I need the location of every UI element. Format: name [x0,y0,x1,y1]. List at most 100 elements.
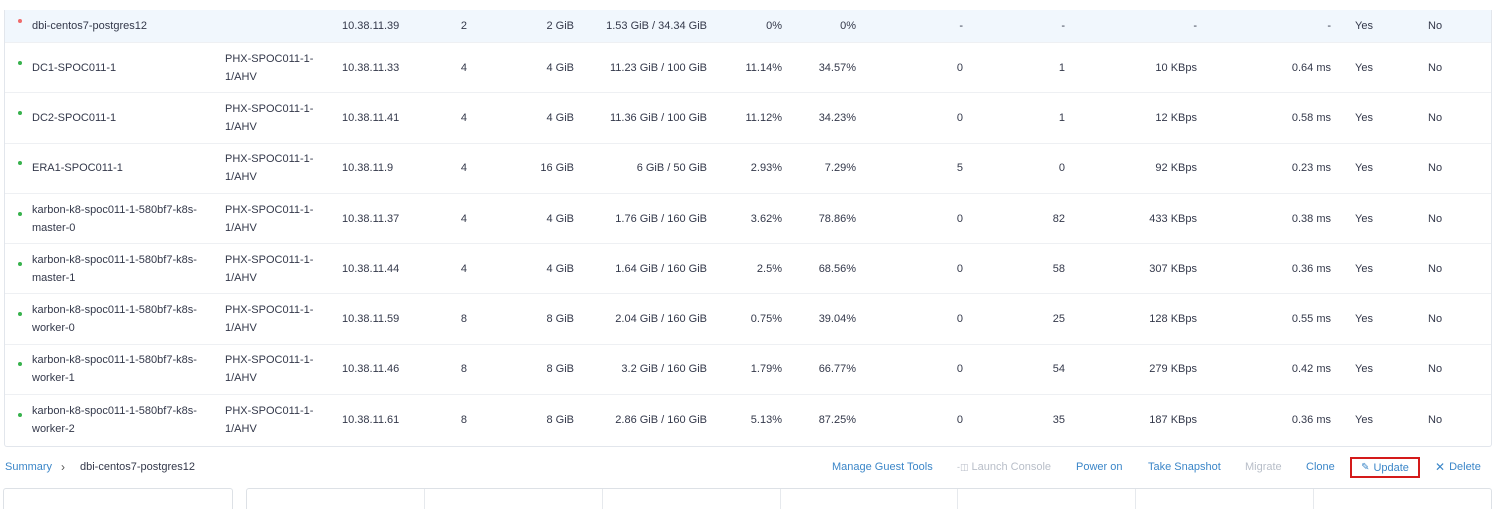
vm-host: PHX-SPOC011-1-1/AHV [225,203,314,234]
vm-ha-protected: No [1428,162,1443,175]
manage-guest-tools-button[interactable]: Manage Guest Tools [832,461,933,473]
vm-name[interactable]: karbon-k8-spoc011-1-580bf7-k8s-master-1 [32,253,197,284]
launch-console-label: Launch Console [971,461,1052,473]
vm-io-bandwidth: 279 KBps [1149,363,1197,376]
table-row[interactable]: karbon-k8-spoc011-1-580bf7-k8s-master-0 P… [5,194,1491,245]
tab-6[interactable] [1136,489,1315,509]
vm-cores: 4 [460,212,467,225]
breadcrumb-summary-link[interactable]: Summary [5,461,53,473]
vm-name[interactable]: ERA1-SPOC011-1 [32,162,123,175]
vm-controller-iops: 0 [956,111,963,124]
vm-ha-protected: No [1428,212,1443,225]
vm-flash-mode: Yes [1355,212,1373,225]
vm-memory: 16 GiB [540,162,574,175]
power-on-status-icon [18,413,22,418]
vm-cpu-usage: 1.79% [750,363,782,376]
vm-controller-iops: 0 [956,212,963,225]
take-snapshot-button[interactable]: Take Snapshot [1148,461,1221,473]
vm-storage: 1.53 GiB / 34.34 GiB [606,20,707,32]
vm-io-read: 25 [1052,313,1065,326]
vm-name[interactable]: DC2-SPOC011-1 [32,111,117,124]
table-row[interactable]: ERA1-SPOC011-1 PHX-SPOC011-1-1/AHV 10.38.1… [5,144,1491,194]
vm-ha-protected: No [1428,61,1443,74]
table-row[interactable]: karbon-k8-spoc011-1-580bf7-k8s-worker-2 P… [5,395,1491,445]
vm-memory-usage: 39.04% [818,313,856,326]
delete-button[interactable]: ✕ Delete [1435,453,1481,481]
table-row[interactable]: DC1-SPOC011-1 PHX-SPOC011-1-1/AHV 10.38.11… [5,43,1491,94]
vm-ip-address: 10.38.11.59 [342,313,400,326]
table-row[interactable]: dbi-centos7-postgres12 10.38.11.39 2 2 GiB 1… [5,10,1491,43]
vm-ip-address: 10.38.11.9 [342,162,394,175]
vm-name[interactable]: karbon-k8-spoc011-1-580bf7-k8s-worker-0 [32,304,197,335]
vm-flash-mode: Yes [1355,111,1373,124]
vm-ha-protected: No [1428,20,1443,32]
vm-host: PHX-SPOC011-1-1/AHV [225,253,314,284]
vm-flash-mode: Yes [1355,313,1373,326]
vm-controller-iops: 0 [956,61,963,74]
vm-name[interactable]: karbon-k8-spoc011-1-580bf7-k8s-worker-2 [32,405,197,436]
vm-ip-address: 10.38.11.37 [342,212,400,225]
vm-ha-protected: No [1428,262,1443,275]
vm-io-read: - [1061,20,1065,32]
power-on-status-icon [18,312,22,317]
tab-2[interactable] [425,489,603,509]
tab-1[interactable] [247,489,425,509]
vm-flash-mode: Yes [1355,363,1373,376]
vm-controller-iops: 0 [956,414,963,427]
vm-host [225,10,325,42]
tab-7[interactable] [1314,489,1491,509]
power-on-button[interactable]: Power on [1076,461,1123,473]
vm-io-read: 54 [1052,363,1065,376]
vm-ip-address: 10.38.11.46 [342,363,400,376]
vm-name[interactable]: DC1-SPOC011-1 [32,61,117,74]
vm-flash-mode: Yes [1355,61,1373,74]
vm-table-body: dbi-centos7-postgres12 10.38.11.39 2 2 GiB 1… [5,10,1491,445]
vm-host: PHX-SPOC011-1-1/AHV [225,102,314,133]
table-row[interactable]: karbon-k8-spoc011-1-580bf7-k8s-worker-0 P… [5,294,1491,345]
vm-storage: 3.2 GiB / 160 GiB [621,363,707,376]
vm-memory: 8 GiB [546,363,574,376]
vm-io-bandwidth: 10 KBps [1155,61,1197,74]
vm-cores: 4 [460,111,467,124]
vm-io-bandwidth: 187 KBps [1149,414,1197,427]
table-row[interactable]: karbon-k8-spoc011-1-580bf7-k8s-master-1 P… [5,244,1491,295]
vm-name[interactable]: karbon-k8-spoc011-1-580bf7-k8s-worker-1 [32,354,197,385]
vm-cpu-usage: 5.13% [750,414,782,427]
tab-4[interactable] [781,489,959,509]
vm-controller-iops: 5 [956,162,963,175]
vm-io-bandwidth: - [1193,20,1197,32]
vm-ip-address: 10.38.11.44 [342,262,400,275]
vm-memory-usage: 7.29% [824,162,856,175]
breadcrumb-separator-icon: › [61,460,65,474]
vm-storage: 11.23 GiB / 100 GiB [609,61,707,74]
vm-io-latency: 0.58 ms [1291,111,1331,124]
update-button[interactable]: ✎ Update [1350,457,1420,478]
vm-name[interactable]: dbi-centos7-postgres12 [32,20,147,32]
breadcrumb-current-vm: dbi-centos7-postgres12 [80,461,195,473]
vm-host: PHX-SPOC011-1-1/AHV [225,304,314,335]
vm-ha-protected: No [1428,363,1443,376]
vm-ip-address: 10.38.11.41 [342,111,400,124]
vm-cpu-usage: 2.5% [756,262,782,275]
launch-console-button[interactable]: -◫ Launch Console [957,453,1051,481]
vm-name[interactable]: karbon-k8-spoc011-1-580bf7-k8s-master-0 [32,203,197,234]
close-icon: ✕ [1435,460,1446,474]
table-row[interactable]: DC2-SPOC011-1 PHX-SPOC011-1-1/AHV 10.38.11… [5,93,1491,144]
vm-flash-mode: Yes [1355,20,1373,32]
vm-memory-usage: 78.86% [818,212,856,225]
vm-flash-mode: Yes [1355,262,1373,275]
vm-memory-usage: 87.25% [818,414,856,427]
table-row[interactable]: karbon-k8-spoc011-1-580bf7-k8s-worker-1 P… [5,345,1491,396]
vm-io-latency: 0.64 ms [1291,61,1331,74]
vm-memory: 8 GiB [546,313,574,326]
vm-ha-protected: No [1428,414,1443,427]
clone-button[interactable]: Clone [1306,461,1335,473]
vm-io-read: 1 [1058,61,1065,74]
vm-storage: 6 GiB / 50 GiB [636,162,707,175]
vm-memory-usage: 34.23% [818,111,856,124]
tab-3[interactable] [603,489,781,509]
vm-io-latency: 0.36 ms [1291,414,1331,427]
migrate-button[interactable]: Migrate [1245,461,1282,473]
tab-5[interactable] [958,489,1137,509]
vm-controller-iops: 0 [956,313,963,326]
